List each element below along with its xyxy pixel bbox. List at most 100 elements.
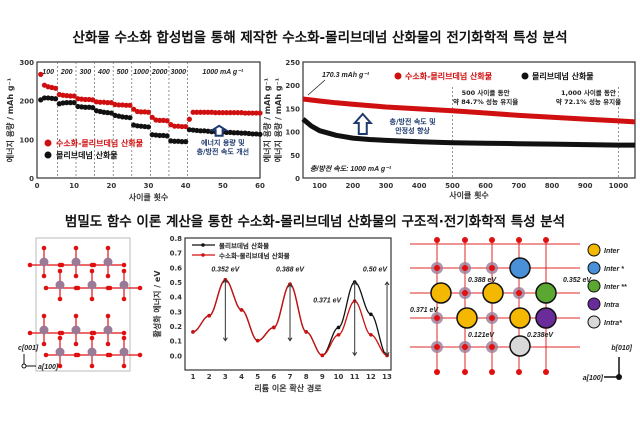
data-point [369, 312, 373, 317]
x-tick-label: 700 [511, 182, 526, 190]
legend-label: Intra* [604, 320, 622, 327]
legend-label: 수소화-몰리브데넘 산화물 [219, 251, 290, 260]
rate-label: 1000 [133, 69, 149, 76]
legend-marker [394, 72, 402, 80]
annotation: 에너지 용량 및 [201, 138, 245, 147]
data-point [197, 109, 204, 115]
data-point [216, 110, 222, 116]
x-tick-label: 1 [191, 373, 196, 381]
y-tick-label: 0.0 [170, 352, 183, 360]
o-atom [73, 341, 79, 347]
o-atom [59, 330, 65, 336]
legend-marker [44, 139, 52, 147]
data-point [257, 131, 263, 137]
y-tick-label: 250 [285, 59, 300, 67]
x-tick-label: 2 [207, 373, 212, 381]
o-atom [41, 313, 47, 319]
legend-label: 수소화-몰리브데넘 산화물 [56, 138, 144, 148]
data-point [82, 96, 88, 103]
data-point [183, 123, 189, 130]
x-tick-label: 60 [255, 182, 265, 190]
barrier-label: 0.388 eV [276, 267, 305, 274]
li-site [509, 257, 531, 279]
o-atom [462, 290, 468, 296]
legend-label: Inter * [604, 266, 624, 273]
o-atom [75, 352, 81, 358]
arrowhead-icon [352, 352, 358, 357]
rate-label: 100 [42, 69, 54, 76]
x-axis-label: 리튬 이온 확산 경로 [254, 383, 322, 393]
li-site [535, 282, 557, 304]
legend-label: 몰리브데넘 산화물 [532, 71, 594, 81]
o-atom [73, 273, 79, 279]
bottom-title: 범밀도 함수 이론 계산을 통한 수소화-몰리브데넘 산화물의 구조적·전기화학… [65, 213, 565, 230]
o-atom [57, 268, 63, 274]
mo-atom [119, 347, 129, 357]
o-atom [41, 273, 47, 279]
improvement-arrow-icon [352, 112, 373, 135]
o-atom [121, 335, 127, 341]
legend-marker [587, 243, 601, 257]
o-atom [516, 237, 522, 243]
o-atom [516, 369, 522, 375]
o-atom [59, 262, 65, 268]
data-point [108, 110, 114, 116]
x-tick-label: 9 [320, 373, 325, 381]
o-atom [121, 262, 127, 268]
data-point [171, 123, 178, 129]
li-site [456, 307, 478, 329]
o-atom [489, 315, 495, 321]
mo-atom [87, 347, 97, 357]
data-point [194, 109, 200, 115]
data-point [231, 130, 237, 136]
data-point [157, 132, 163, 139]
data-point [131, 106, 137, 112]
legend-marker [587, 279, 601, 293]
legend-marker [201, 243, 205, 247]
barrier-label: 0.371 eV [313, 298, 342, 305]
data-point [171, 138, 178, 144]
data-point [157, 117, 163, 123]
data-point [67, 93, 74, 99]
arrowhead-icon [287, 337, 293, 342]
x-tick-label: 7 [288, 373, 293, 381]
retention-500: 500 사이클 동안 [462, 88, 510, 97]
top-view-structure: 0.388 eV 0.352 eV 0.371 eV 0.121eV 0.238eV In… [410, 237, 633, 382]
o-atom [75, 285, 81, 291]
o-atom [121, 363, 127, 369]
unit-cell [35, 237, 131, 372]
o-atom [434, 315, 440, 321]
x-tick-label: 300 [379, 182, 394, 190]
x-tick-label: 100 [312, 182, 327, 190]
o-atom [89, 335, 95, 341]
x-axis-label: 사이클 횟수 [129, 192, 169, 202]
data-point [336, 325, 341, 330]
rate-label: 충/방전 속도: 1000 mA g⁻¹ [310, 165, 392, 173]
o-atom [462, 344, 468, 350]
rate-label: 300 [79, 69, 91, 76]
arrowhead-icon [384, 281, 390, 286]
x-tick-label: 900 [578, 182, 593, 190]
data-point [257, 110, 263, 116]
arrowhead-icon [287, 283, 293, 288]
li-site [509, 307, 531, 329]
li-site [535, 307, 557, 329]
annotation: 충/방전 속도 개선 [197, 147, 250, 156]
plot-frame [36, 61, 261, 179]
o-atom [43, 352, 49, 358]
y-tick-label: 0.5 [170, 279, 183, 287]
o-atom [91, 330, 97, 336]
y-tick-label: 50 [290, 152, 300, 160]
y-axis-label-right: 에너지 용량 / mAh g⁻¹ [262, 77, 272, 162]
data-point [205, 109, 211, 115]
annotation: 안정성 향상 [395, 126, 430, 135]
data-point [201, 109, 207, 115]
legend-marker [521, 72, 529, 80]
barrier-label: 0.352 eV [563, 277, 592, 284]
y-axis-label: 에너지 용량 / mAh g⁻¹ [5, 77, 15, 162]
mo-atom [55, 280, 65, 290]
barrier-label: 0.50 eV [363, 267, 388, 274]
mo-atom [103, 257, 113, 267]
arrowhead-icon [222, 337, 228, 342]
